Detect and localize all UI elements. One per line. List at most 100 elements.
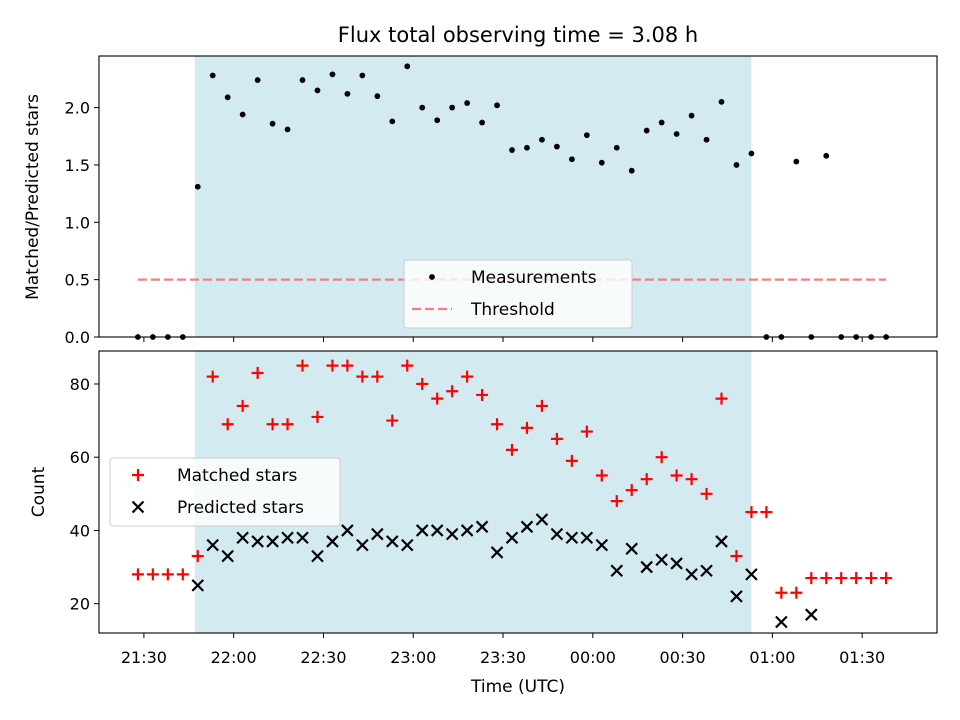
legend-plus-icon bbox=[132, 469, 144, 481]
measurement-point bbox=[314, 87, 321, 94]
measurement-point bbox=[194, 183, 201, 190]
matched-star-point bbox=[550, 432, 563, 445]
legend-label: Matched stars bbox=[177, 466, 297, 486]
measurement-point bbox=[673, 131, 680, 137]
measurement-point bbox=[583, 132, 590, 139]
predicted-star-point bbox=[191, 579, 205, 592]
matched-star-point bbox=[161, 568, 174, 581]
predicted-star-point bbox=[610, 564, 624, 578]
predicted-star-point bbox=[580, 531, 594, 545]
measurement-point bbox=[434, 117, 441, 124]
y-tick-label: 0.5 bbox=[65, 271, 90, 290]
matched-star-point bbox=[805, 572, 818, 585]
matched-star-point bbox=[865, 572, 878, 585]
matched-star-point bbox=[311, 410, 324, 423]
matched-star-point bbox=[296, 359, 309, 372]
matched-star-point bbox=[356, 370, 369, 383]
x-tick-label: 00:30 bbox=[660, 648, 706, 667]
predicted-star-point bbox=[550, 527, 564, 541]
matched-star-point bbox=[670, 469, 683, 482]
y-tick-label: 40 bbox=[70, 521, 90, 540]
measurement-point bbox=[209, 72, 216, 79]
predicted-star-point bbox=[730, 590, 743, 603]
x-tick-label: 22:30 bbox=[300, 648, 346, 667]
matched-star-point bbox=[401, 359, 414, 372]
predicted-star-point bbox=[715, 535, 728, 548]
y-tick-label: 1.0 bbox=[65, 213, 90, 232]
predicted-star-point bbox=[625, 542, 639, 556]
matched-star-point bbox=[281, 418, 294, 431]
predicted-star-point bbox=[475, 520, 489, 534]
measurement-point bbox=[733, 162, 740, 168]
predicted-star-point bbox=[505, 531, 519, 545]
measurement-point bbox=[449, 104, 456, 111]
axes-frame bbox=[98, 350, 938, 634]
legend-box bbox=[109, 457, 341, 527]
measurement-point bbox=[524, 144, 530, 151]
matched-star-point bbox=[131, 568, 144, 581]
matched-star-point bbox=[371, 370, 384, 383]
measurement-point bbox=[823, 152, 830, 159]
predicted-star-point bbox=[685, 568, 698, 581]
matched-star-point bbox=[506, 443, 519, 456]
matched-star-point bbox=[775, 586, 788, 599]
predicted-star-point bbox=[565, 531, 579, 545]
predicted-star-point bbox=[371, 527, 384, 541]
legend-label: Predicted stars bbox=[177, 498, 304, 518]
predicted-star-point bbox=[251, 535, 264, 548]
predicted-star-point bbox=[236, 531, 249, 545]
x-tick-label: 00:00 bbox=[570, 648, 616, 667]
matched-star-point bbox=[625, 484, 638, 497]
matched-star-point bbox=[520, 421, 533, 434]
matched-star-point bbox=[476, 388, 489, 401]
legend: Matched stars Predicted stars bbox=[109, 457, 341, 527]
predicted-star-point bbox=[415, 524, 429, 537]
matched-star-point bbox=[431, 392, 444, 405]
measurement-point bbox=[329, 71, 336, 78]
x-tick-label: 23:00 bbox=[390, 648, 436, 667]
matched-star-point bbox=[341, 359, 354, 372]
predicted-star-point bbox=[430, 524, 444, 537]
matched-star-point bbox=[745, 506, 758, 519]
x-tick-label: 23:30 bbox=[480, 648, 526, 667]
predicted-star-point bbox=[535, 513, 549, 526]
matched-star-point bbox=[146, 568, 159, 581]
y-tick-label: 1.5 bbox=[65, 156, 90, 175]
measurement-point bbox=[628, 167, 635, 174]
predicted-star-point bbox=[805, 608, 818, 621]
predicted-star-point bbox=[326, 535, 339, 548]
predicted-star-point bbox=[700, 564, 713, 578]
matched-star-point bbox=[535, 399, 548, 412]
predicted-star-point bbox=[640, 560, 653, 574]
predicted-star-point bbox=[356, 538, 369, 552]
matched-star-point bbox=[730, 550, 743, 563]
matched-star-point bbox=[491, 418, 504, 431]
measurement-point bbox=[464, 100, 471, 106]
matched-star-point bbox=[700, 487, 713, 500]
measurement-point bbox=[389, 118, 396, 125]
predicted-star-point bbox=[266, 535, 279, 548]
bottom-y-axis-label: Count bbox=[29, 466, 49, 517]
measurement-point bbox=[718, 98, 725, 105]
predicted-star-point bbox=[655, 553, 668, 567]
predicted-star-point bbox=[311, 549, 324, 563]
legend-x-icon bbox=[131, 500, 145, 514]
matched-star-point bbox=[191, 550, 204, 563]
measurement-point bbox=[299, 77, 306, 83]
matched-star-point bbox=[655, 451, 668, 464]
matched-star-point bbox=[221, 418, 234, 431]
measurement-point bbox=[254, 77, 261, 83]
measurement-point bbox=[643, 127, 650, 134]
matched-star-point bbox=[835, 572, 848, 585]
y-tick-label: 2.0 bbox=[65, 99, 90, 118]
matched-star-point bbox=[266, 418, 279, 431]
legend-label: Measurements bbox=[471, 268, 597, 288]
chart-title: Flux total observing time = 3.08 h bbox=[338, 23, 698, 47]
measurement-point bbox=[494, 102, 500, 109]
top-axes: 0.0 0.5 1.0 1.5 2.0 Measurements Threshold bbox=[65, 55, 938, 347]
x-tick-label: 22:00 bbox=[211, 648, 257, 667]
legend-label: Threshold bbox=[470, 300, 555, 320]
matched-star-point bbox=[416, 377, 429, 390]
measurement-point bbox=[344, 90, 351, 97]
x-axis-label: Time (UTC) bbox=[470, 677, 565, 697]
